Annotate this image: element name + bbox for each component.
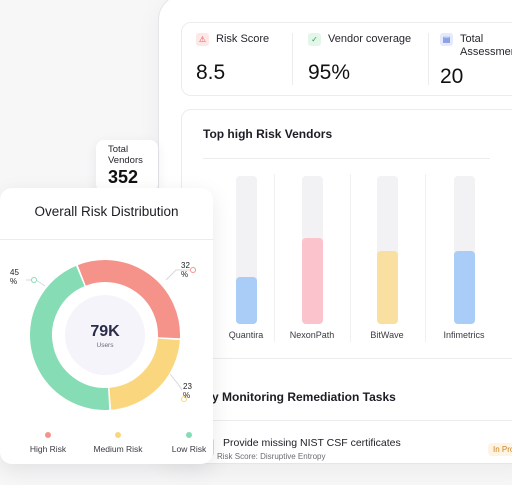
bar-quantira[interactable]	[236, 276, 257, 324]
status-badge: In Pro	[488, 443, 512, 456]
chart-title: Top high Risk Vendors	[203, 127, 333, 141]
donut-slice-high-risk[interactable]	[77, 260, 180, 339]
pct-text: 45 %	[10, 268, 19, 286]
bar-label: NexonPath	[289, 330, 335, 340]
pct-text: 32 %	[181, 261, 190, 279]
bar-label: Infimetrics	[443, 330, 485, 340]
leader-line	[165, 269, 190, 281]
legend-dot	[115, 432, 121, 438]
center-label: Users	[97, 342, 115, 349]
stat-value: 8.5	[196, 61, 226, 84]
total-vendors-card: Total Vendors 352	[96, 140, 158, 192]
stat-label: Vendor coverage	[328, 33, 412, 45]
total-vendors-label-2: Vendors	[108, 155, 143, 166]
grid-line	[350, 174, 351, 342]
stat-value: 20	[440, 65, 464, 88]
clipboard-icon: ▤	[440, 33, 453, 46]
donut-center	[65, 295, 145, 375]
risk-distribution-card: Overall Risk Distribution 79K Users 32 % …	[0, 188, 213, 464]
stats-card: ⚠ Risk Score 8.5 ✓ Vendor coverage 95% ▤…	[181, 22, 512, 96]
divider	[428, 33, 429, 85]
stat-vendor-coverage[interactable]: ✓ Vendor coverage 95%	[308, 33, 411, 85]
pct-text: 23 %	[183, 382, 192, 400]
legend-dot	[186, 432, 192, 438]
legend-label: High Risk	[29, 444, 67, 454]
donut-slice-medium-risk[interactable]	[108, 338, 180, 410]
grid-line	[274, 174, 275, 342]
stat-label: Risk Score	[216, 33, 270, 45]
grid-line	[425, 174, 426, 342]
leader-dot	[181, 396, 187, 402]
total-vendors-value: 352	[108, 167, 139, 187]
divider	[203, 158, 490, 159]
legend-medium-risk[interactable]: Medium Risk	[78, 432, 158, 454]
divider	[292, 33, 293, 85]
legend-low-risk[interactable]: Low Risk	[149, 432, 213, 454]
legend-label: Medium Risk	[93, 444, 143, 454]
bar-label: BitWave	[370, 330, 404, 340]
donut-slice-low-risk[interactable]	[30, 265, 110, 410]
task-title[interactable]: Provide missing NIST CSF certificates	[223, 437, 401, 449]
divider	[205, 420, 512, 421]
donut-chart: 79K Users	[26, 260, 196, 410]
stat-total-assessments[interactable]: ▤ Total Assessments 20	[440, 33, 512, 89]
bar-label: Quantira	[228, 330, 264, 340]
legend-dot	[45, 432, 51, 438]
high-risk-pct: 32 %	[181, 261, 190, 279]
divider	[0, 239, 213, 240]
stat-risk-score[interactable]: ⚠ Risk Score 8.5	[196, 33, 269, 85]
stat-value: 95%	[308, 61, 351, 84]
leader-dot	[190, 267, 196, 273]
remediation-title: y Monitoring Remediation Tasks	[212, 390, 396, 404]
bar-bitwave[interactable]	[377, 251, 398, 324]
leader-line	[169, 373, 183, 391]
leader-dot	[31, 277, 37, 283]
card-title: Overall Risk Distribution	[34, 204, 179, 219]
low-risk-pct: 45 %	[10, 268, 19, 286]
bar-infimetrics[interactable]	[454, 251, 475, 324]
bar-nexonpath[interactable]	[302, 238, 323, 324]
task-subtitle: Risk Score: Disruptive Entropy	[217, 452, 326, 461]
alert-triangle-icon: ⚠	[196, 33, 209, 46]
medium-risk-pct: 23 %	[183, 382, 192, 400]
shield-check-icon: ✓	[308, 33, 321, 46]
center-value: 79K	[90, 323, 120, 340]
total-vendors-label-1: Total	[108, 144, 129, 155]
vendors-chart-card: Top high Risk Vendors Quantira NexonPath B…	[181, 109, 512, 359]
legend-high-risk[interactable]: High Risk	[8, 432, 88, 454]
legend-label: Low Risk	[171, 444, 207, 454]
stat-label: Total Assessments	[460, 33, 512, 58]
